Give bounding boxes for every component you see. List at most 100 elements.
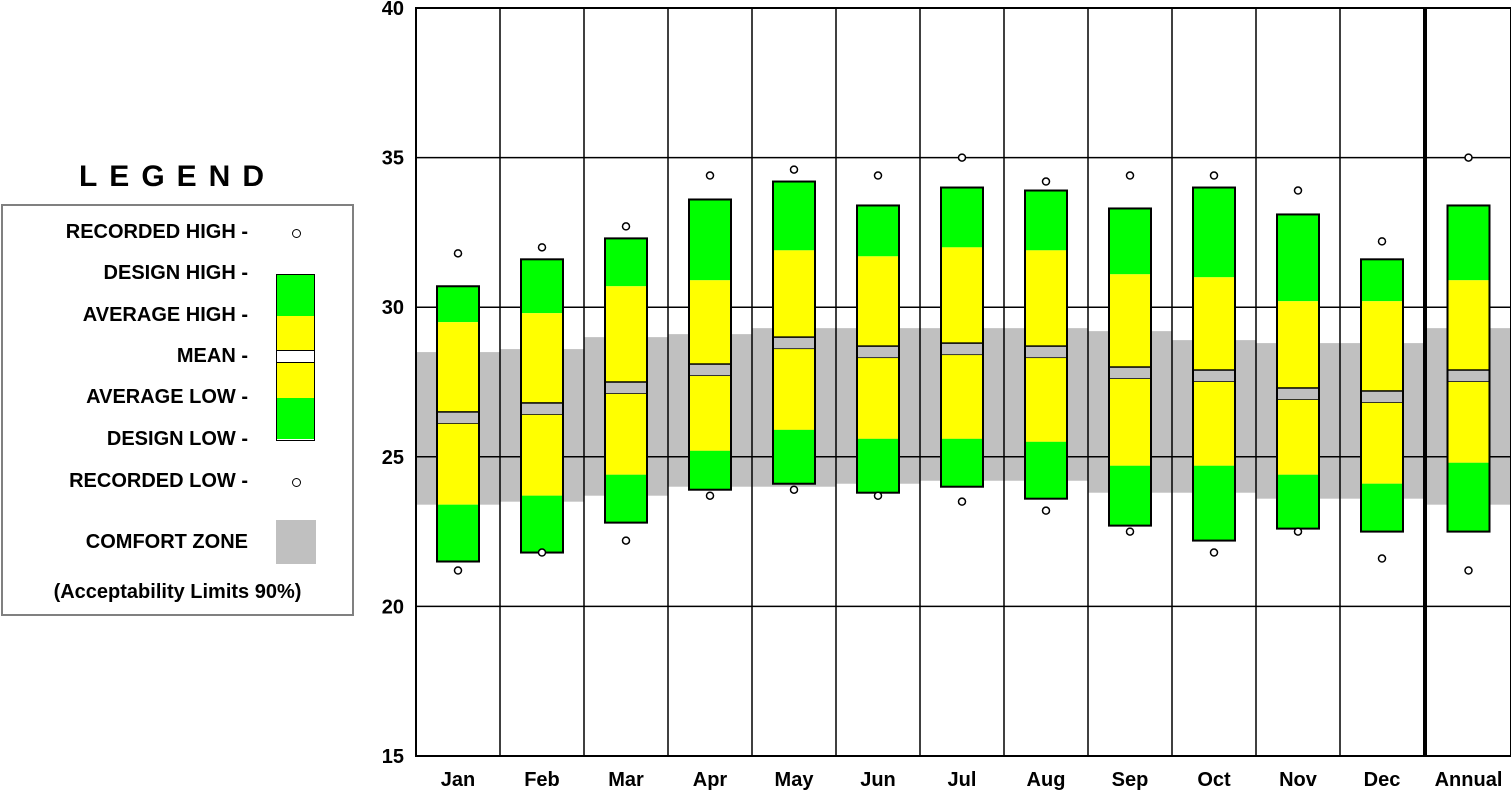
x-tick-label-sep: Sep [1112,769,1149,791]
y-tick-label-35: 35 [382,148,404,170]
y-tick-label-25: 25 [382,447,404,469]
recorded-high-sep [1125,171,1135,180]
legend-title: LEGEND [78,160,276,193]
recorded-high-jan [453,249,463,258]
bar-oct-mean [1192,369,1236,383]
recorded-low-feb [537,548,547,557]
bar-may-design-low [773,429,815,484]
bar-sep-mean [1108,366,1152,380]
bar-jan-outline [436,285,480,563]
legend-average-high-swatch [277,316,314,351]
bar-feb-mean [520,402,564,416]
legend-comfort-zone-swatch [276,520,316,564]
recorded-low-aug [1041,506,1051,515]
bar-mar-average-low [605,393,647,475]
bar-jan-mean [436,411,480,425]
x-tick-label-feb: Feb [524,769,560,791]
bar-nov-average-high [1277,301,1319,388]
bar-dec-average-high [1361,301,1403,391]
bar-aug-design-high [1025,190,1067,251]
recorded-high-nov [1293,186,1303,195]
bar-jun-average-high [857,256,899,347]
recorded-high-aug [1041,177,1051,186]
bar-jul-average-low [941,355,983,439]
recorded-low-may [789,485,799,494]
recorded-high-mar [621,222,631,231]
bar-dec-average-low [1361,402,1403,484]
bar-annual-design-high [1447,205,1490,281]
bar-jun-mean [856,345,900,359]
bar-dec-design-low [1361,483,1403,532]
bar-mar-design-low [605,474,647,523]
recorded-low-apr [705,491,715,500]
recorded-low-mar [621,536,631,545]
legend-mean-swatch [277,351,314,363]
bar-apr-outline [688,198,732,491]
bar-feb-average-high [521,313,563,403]
x-tick-label-annual: Annual [1435,769,1503,791]
bar-apr-average-high [689,280,731,365]
bar-sep-design-high [1109,208,1151,275]
bar-apr-design-low [689,450,731,490]
x-tick-label-aug: Aug [1027,769,1066,791]
bar-jan-average-low [437,423,479,505]
bar-feb-design-high [521,259,563,314]
bar-annual-average-high [1447,280,1490,371]
recorded-low-nov [1293,527,1303,536]
bar-jun-design-low [857,438,899,493]
bar-feb-design-low [521,495,563,553]
x-tick-label-dec: Dec [1364,769,1401,791]
bar-mar-mean [604,381,648,395]
bar-mar-design-high [605,238,647,287]
bar-mar-average-high [605,286,647,382]
legend-design-high-swatch [277,275,314,316]
bar-jan-average-high [437,322,479,412]
bar-aug-mean [1024,345,1068,359]
bar-sep-average-high [1109,274,1151,368]
bar-nov-mean [1276,387,1320,401]
recorded-high-may [789,165,799,174]
y-tick-label-15: 15 [382,746,404,768]
bar-aug-average-low [1025,358,1067,442]
legend-note: (Acceptability Limits 90%) [53,581,302,603]
recorded-low-jul [957,497,967,506]
legend-recorded-low-marker [292,478,301,487]
y-tick-label-40: 40 [382,0,404,20]
x-tick-label-jan: Jan [441,769,475,791]
legend-label-comfort-zone: COMFORT ZONE [85,531,248,553]
bar-oct-design-low [1193,465,1235,541]
recorded-low-annual [1464,566,1473,575]
bar-jul-average-high [941,247,983,344]
legend-average-low-swatch [277,363,314,398]
recorded-high-jun [873,171,883,180]
recorded-high-annual [1464,153,1473,162]
x-tick-label-jun: Jun [860,769,896,791]
recorded-high-apr [705,171,715,180]
recorded-high-dec [1377,237,1387,246]
bar-jul-mean [940,342,984,356]
x-tick-label-jul: Jul [948,769,977,791]
bar-sep-average-low [1109,379,1151,466]
recorded-low-sep [1125,527,1135,536]
bar-oct-average-low [1193,382,1235,466]
legend-design-low-swatch [277,398,314,439]
recorded-low-jun [873,491,883,500]
legend-label-recorded-high: RECORDED HIGH - [65,221,248,243]
bar-aug-outline [1024,189,1068,500]
bar-sep-outline [1108,207,1152,527]
bar-may-outline [772,180,816,485]
bar-feb-average-low [521,414,563,496]
recorded-low-dec [1377,554,1387,563]
bar-jul-design-low [941,438,983,487]
bar-may-design-high [773,181,815,251]
bar-annual-outline [1446,204,1491,533]
bar-may-average-high [773,250,815,338]
bar-jan-design-low [437,504,479,562]
bar-annual-design-low [1447,462,1490,532]
annual-panel-frame [1425,7,1511,757]
bar-dec-mean [1360,390,1404,404]
legend-label-average-high: AVERAGE HIGH - [82,304,248,326]
x-tick-label-oct: Oct [1197,769,1231,791]
legend-label-average-low: AVERAGE LOW - [86,386,248,408]
legend-label-design-high: DESIGN HIGH - [103,262,248,284]
